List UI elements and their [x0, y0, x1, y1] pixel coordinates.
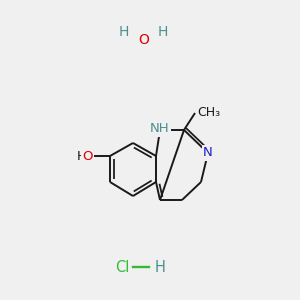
Text: H: H — [119, 25, 129, 39]
Text: H: H — [155, 260, 166, 274]
Text: NH: NH — [150, 122, 170, 136]
Text: H: H — [158, 25, 168, 39]
Text: CH₃: CH₃ — [197, 106, 220, 119]
Text: H: H — [77, 149, 87, 163]
Text: O: O — [82, 149, 93, 163]
Text: O: O — [138, 33, 149, 47]
Text: Cl: Cl — [115, 260, 129, 274]
Text: N: N — [203, 146, 213, 160]
